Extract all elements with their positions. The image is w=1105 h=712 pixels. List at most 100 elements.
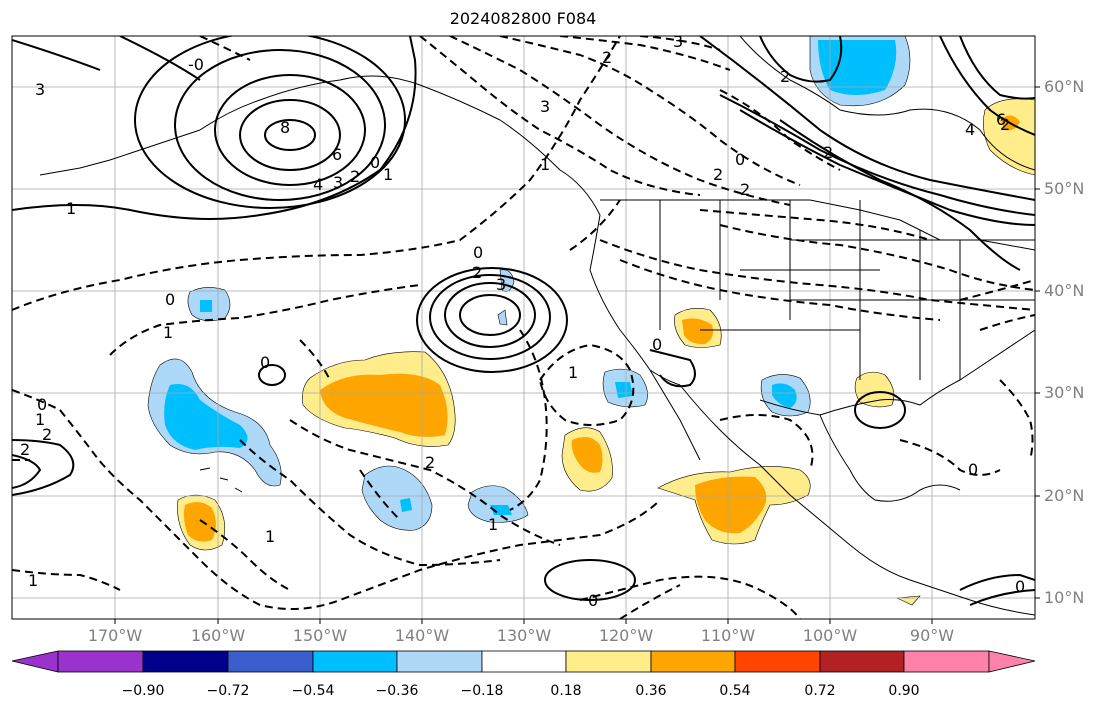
hawaii xyxy=(199,467,243,493)
colorbar-bin xyxy=(565,650,652,673)
dash-mid-1 xyxy=(299,339,401,521)
contour-label: 1 xyxy=(265,527,275,546)
colorbar-bin xyxy=(650,650,736,673)
contour-se-1 xyxy=(959,573,1035,591)
low-gulf-alaska-1 xyxy=(264,119,316,151)
dash-mex-2 xyxy=(509,329,548,511)
contour-label: 0 xyxy=(652,335,662,354)
contour-label: 3 xyxy=(496,275,506,294)
shade-orange-1 xyxy=(320,373,448,437)
contour-label: 3 xyxy=(540,97,550,116)
dash-5 xyxy=(289,419,561,546)
contour-ne-2 xyxy=(959,36,1035,100)
contour-label: 0 xyxy=(37,395,47,414)
colorbar-tick-label: −0.36 xyxy=(375,683,419,699)
gulf-coast xyxy=(759,329,1035,416)
contour-label: 1 xyxy=(28,571,38,590)
contour-label: 2 xyxy=(350,167,360,186)
contour-label: 1 xyxy=(540,155,550,174)
colorbar xyxy=(11,650,1036,673)
dash-canada-1 xyxy=(639,36,721,51)
contour-label: 0 xyxy=(1015,577,1025,596)
graticule xyxy=(12,36,1035,619)
contour-label: 2 xyxy=(1000,115,1010,134)
contour-label: 2 xyxy=(823,143,833,162)
low-gulf-alaska-2 xyxy=(239,99,341,171)
us-west-coast xyxy=(589,214,681,386)
low-gulf-alaska-5 xyxy=(134,36,406,209)
lat-label: 10°N xyxy=(1044,588,1085,607)
lat-ticks xyxy=(1035,86,1040,599)
dash-4 xyxy=(239,439,501,567)
dash-8 xyxy=(579,575,801,619)
colorbar-tick-label: 0.18 xyxy=(550,683,582,699)
contour-texas xyxy=(854,391,906,429)
dash-east-1 xyxy=(959,279,1035,301)
dash-mex-3 xyxy=(719,414,814,471)
colorbar-extend-max xyxy=(988,650,1036,673)
lon-label: 90°W xyxy=(909,626,955,645)
contour-label: 1 xyxy=(163,323,173,342)
colorbar-bin xyxy=(312,650,398,673)
dashed-contours xyxy=(12,36,1035,619)
contour-label: 6 xyxy=(996,110,1006,129)
contour-label: 3 xyxy=(35,80,45,99)
contour-label: 2 xyxy=(740,180,750,199)
lat-label: 20°N xyxy=(1044,486,1085,505)
dash-9 xyxy=(619,584,681,619)
contour-label: 2 xyxy=(20,440,30,459)
contour-label: 0 xyxy=(735,150,745,169)
contour-label: 2 xyxy=(602,48,612,67)
dash-6 xyxy=(12,569,121,591)
contour-label: 0 xyxy=(370,153,380,172)
lon-label: 130°W xyxy=(496,626,552,645)
shade-orange-2 xyxy=(184,502,216,542)
contour-label: 1 xyxy=(35,410,45,429)
dash-1 xyxy=(12,36,621,311)
low-offshore-4 xyxy=(416,267,568,373)
contour-label: 2 xyxy=(713,165,723,184)
shade-cyan-4 xyxy=(400,498,412,512)
lon-label: 100°W xyxy=(802,626,858,645)
colorbar-bin xyxy=(819,650,905,673)
colorbar-bin xyxy=(734,650,821,673)
shade-yellow-ne xyxy=(983,98,1035,176)
colorbar-tick-label: −0.18 xyxy=(460,683,504,699)
dash-2 xyxy=(109,199,621,356)
colorbar-tick-label: −0.72 xyxy=(206,683,250,699)
shade-orange-5 xyxy=(682,318,714,345)
dash-gulf-1 xyxy=(419,36,701,196)
lon-label: 110°W xyxy=(700,626,756,645)
shade-cyan-1 xyxy=(200,300,212,312)
dash-north-1 xyxy=(199,36,251,61)
lon-label: 140°W xyxy=(394,626,450,645)
contour-alaska-high xyxy=(759,36,843,83)
contour-1-north xyxy=(12,36,417,220)
contour-label: 8 xyxy=(280,118,290,137)
lon-label: 150°W xyxy=(292,626,348,645)
dash-gulf-3 xyxy=(499,36,801,186)
dash-gulf-east xyxy=(899,439,1001,476)
contour-label: 1 xyxy=(568,363,578,382)
lon-label: 120°W xyxy=(598,626,654,645)
contour-canada-1 xyxy=(699,36,1035,201)
colorbar-bin xyxy=(57,650,144,673)
dash-mex-1 xyxy=(539,343,635,426)
contour-label: 2 xyxy=(42,425,52,444)
dash-west-3 xyxy=(719,224,1035,291)
shade-cyan-2 xyxy=(164,384,248,450)
lat-label: 50°N xyxy=(1044,179,1085,198)
shade-blue-4 xyxy=(361,465,433,531)
contour-mexico xyxy=(649,349,696,388)
colorbar-bin xyxy=(903,650,990,673)
alaska-coast xyxy=(199,75,601,216)
lat-label: 60°N xyxy=(1044,77,1085,96)
contour-se-2 xyxy=(969,589,1035,606)
colorbar-bin xyxy=(481,650,567,673)
coastlines xyxy=(39,36,1035,616)
lon-ticks xyxy=(114,619,933,624)
contour-label: 3 xyxy=(333,173,343,192)
lat-label: 30°N xyxy=(1044,383,1085,402)
dash-gulf-2 xyxy=(449,36,791,206)
